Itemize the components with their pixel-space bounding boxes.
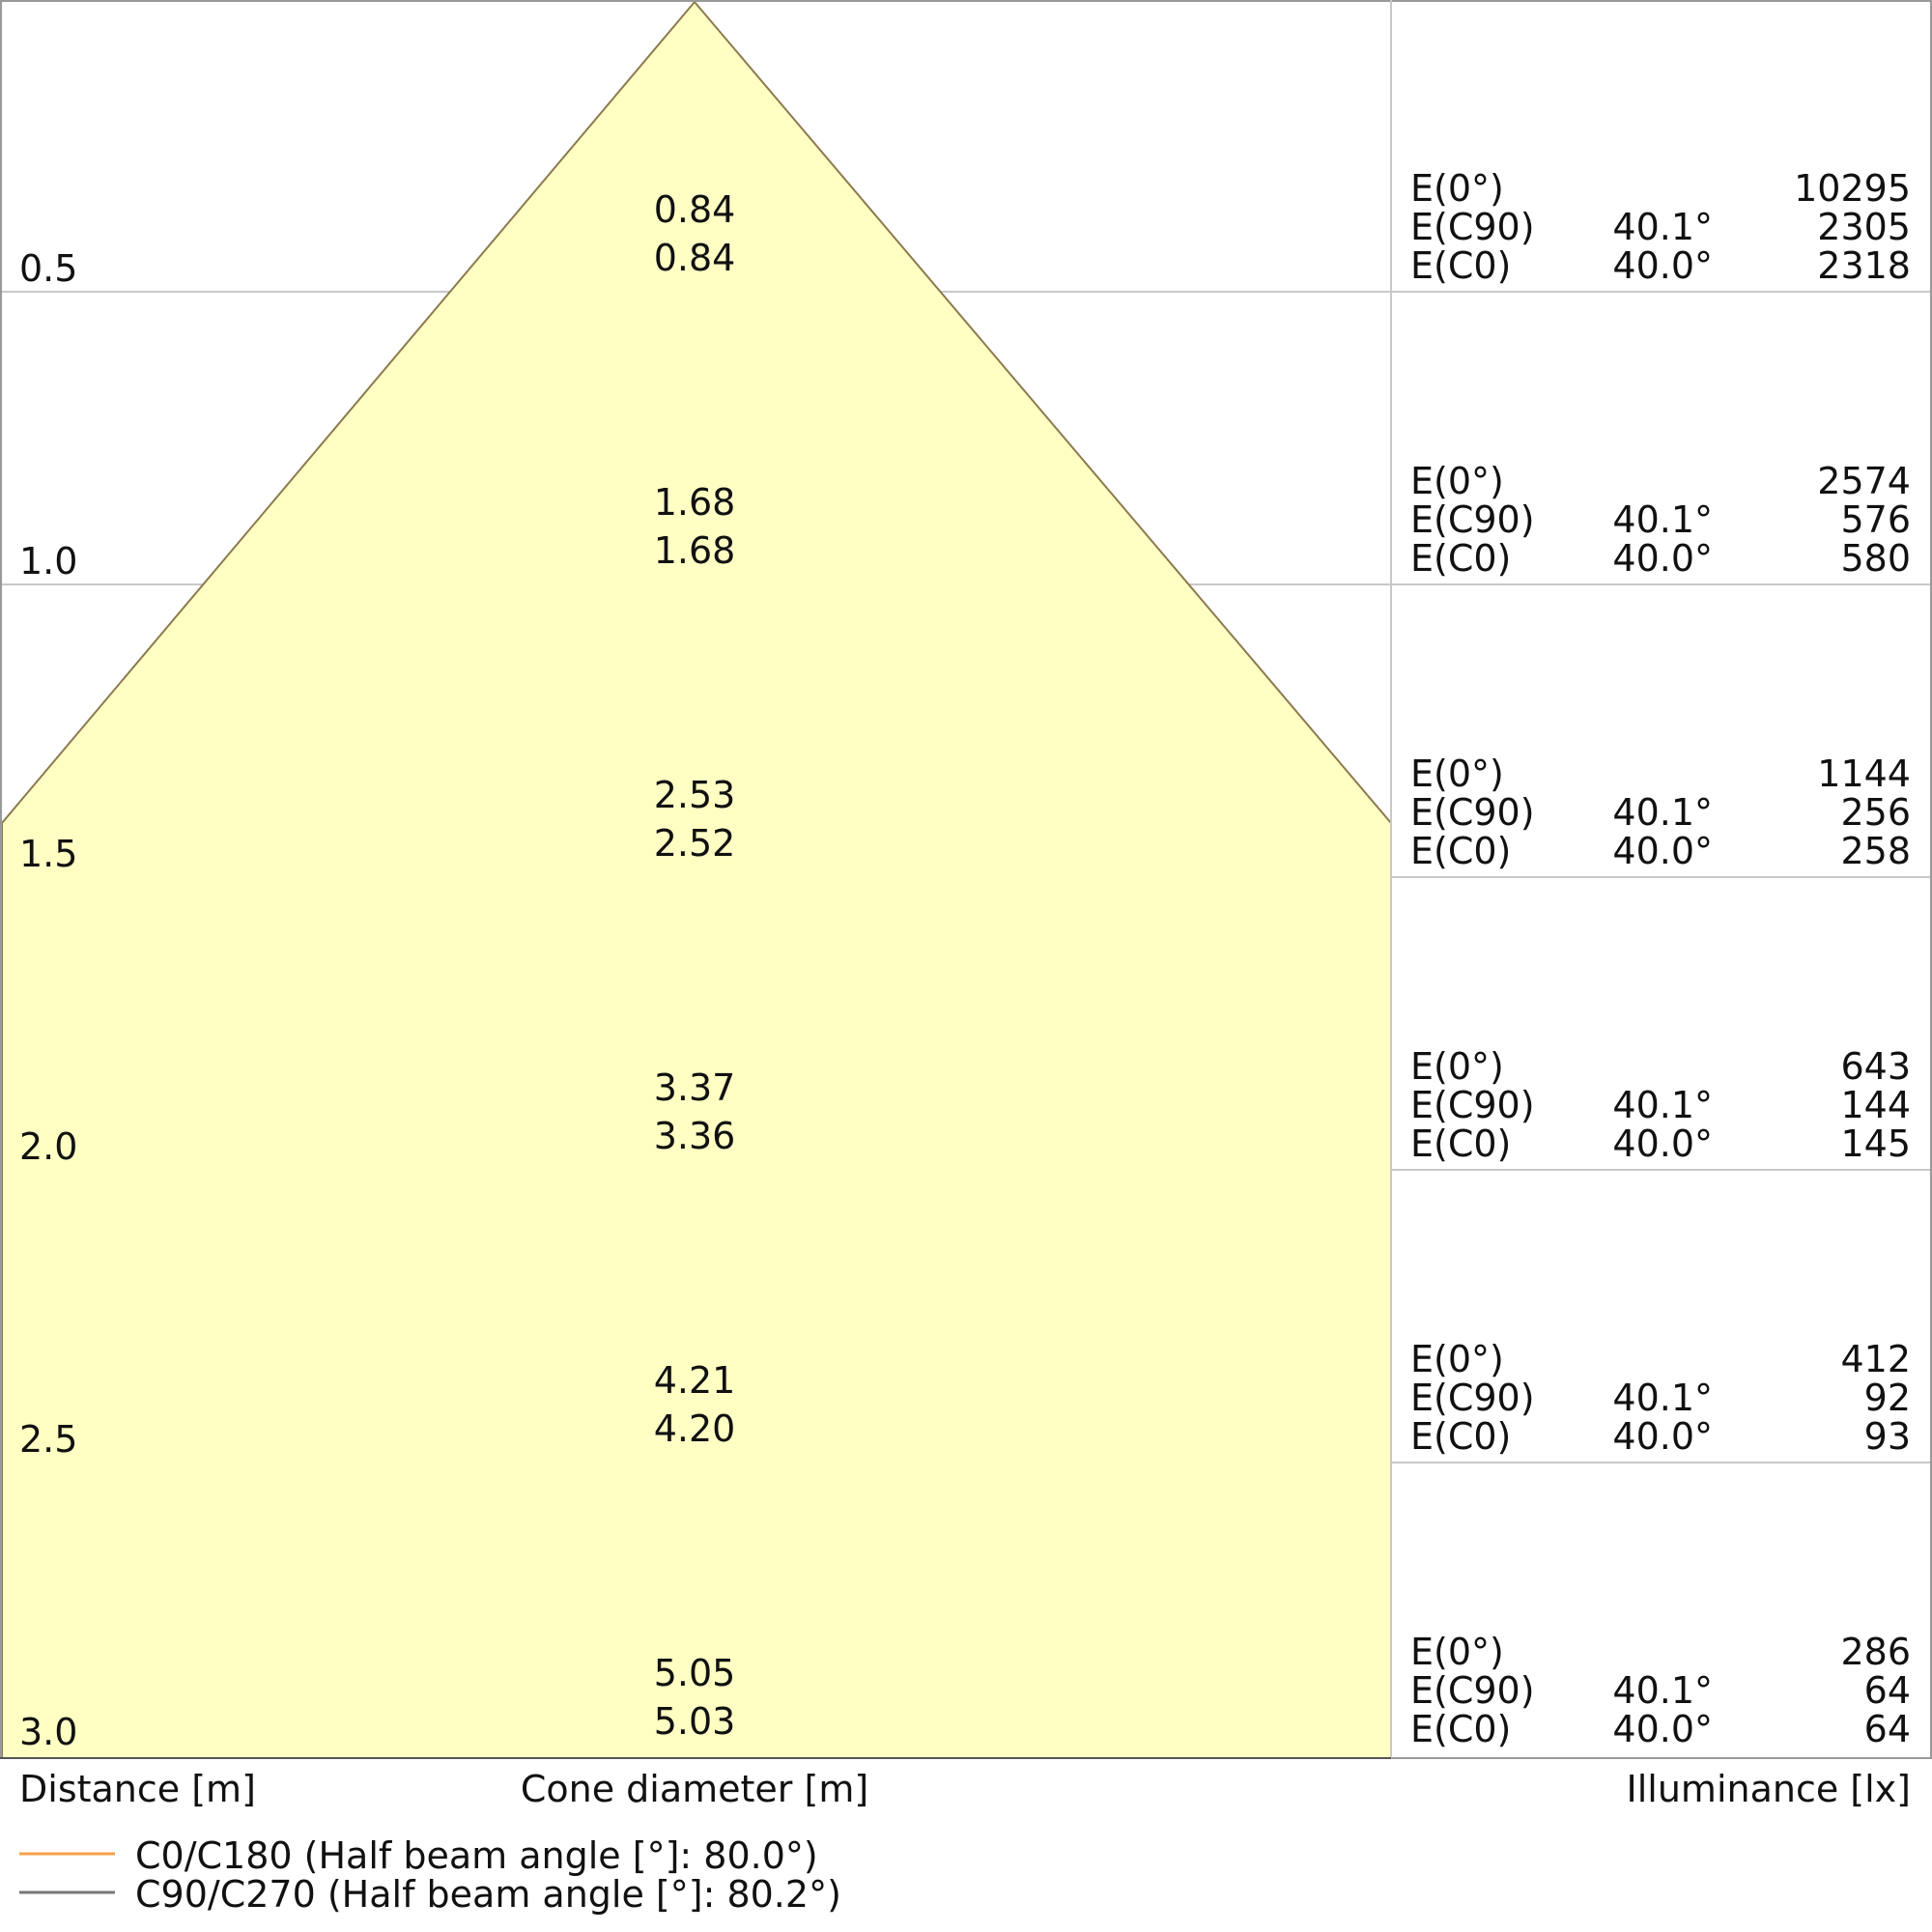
ec0-label: E(C0)	[1410, 830, 1511, 872]
distance-row: 1.0 1.68 1.68 E(0°) 2574 E(C90) 40.1° 576 E(C0) 4…	[19, 460, 1911, 582]
ec0-value: 2318	[1817, 244, 1911, 287]
ec90-value: 64	[1864, 1669, 1911, 1712]
cone-diameter-c90-label: 5.03	[654, 1700, 736, 1743]
distance-tick-label: 3.0	[19, 1711, 77, 1753]
e0-value: 2574	[1817, 460, 1911, 502]
ec90-label: E(C90)	[1410, 1377, 1535, 1419]
ec0-angle: 40.0°	[1612, 830, 1713, 872]
ec90-label: E(C90)	[1410, 498, 1535, 541]
ec0-label: E(C0)	[1410, 1415, 1511, 1458]
cone-diameter-c0-label: 4.21	[654, 1359, 736, 1402]
distance-tick-label: 0.5	[19, 247, 77, 290]
ec90-angle: 40.1°	[1612, 498, 1713, 541]
ec90-value: 576	[1840, 498, 1911, 541]
ec0-value: 145	[1840, 1122, 1911, 1165]
e0-value: 10295	[1794, 167, 1911, 210]
ec0-value: 580	[1840, 537, 1911, 580]
distance-tick-label: 1.0	[19, 540, 77, 582]
e0-value: 412	[1840, 1338, 1911, 1380]
illuminance-label: Illuminance [lx]	[1627, 1768, 1911, 1810]
cone-diameter-c0-label: 2.53	[654, 774, 736, 816]
e0-label: E(0°)	[1410, 167, 1504, 210]
e0-label: E(0°)	[1410, 1045, 1504, 1088]
ec90-angle: 40.1°	[1612, 1377, 1713, 1419]
e0-label: E(0°)	[1410, 1631, 1504, 1673]
e0-label: E(0°)	[1410, 753, 1504, 795]
cone-diameter-c0-label: 5.05	[654, 1652, 736, 1694]
distance-row: 3.0 5.05 5.03 E(0°) 286 E(C90) 40.1° 64 E(C0) 40.…	[19, 1631, 1911, 1753]
rows: 0.5 0.84 0.84 E(0°) 10295 E(C90) 40.1° 2305 E(C0…	[19, 167, 1911, 1753]
ec0-angle: 40.0°	[1612, 1415, 1713, 1458]
ec90-label: E(C90)	[1410, 1084, 1535, 1126]
ec0-angle: 40.0°	[1612, 1122, 1713, 1165]
cone-diameter-c90-label: 1.68	[654, 529, 736, 572]
e0-label: E(0°)	[1410, 1338, 1504, 1380]
ec0-label: E(C0)	[1410, 537, 1511, 580]
cone-diameter-c90-label: 0.84	[654, 237, 736, 279]
legend-label-c0-c180: C0/C180 (Half beam angle [°]: 80.0°)	[135, 1834, 818, 1877]
ec90-angle: 40.1°	[1612, 791, 1713, 834]
distance-row: 0.5 0.84 0.84 E(0°) 10295 E(C90) 40.1° 2305 E(C0…	[19, 167, 1911, 290]
y-axis-label: Distance [m]	[19, 1768, 256, 1810]
distance-tick-label: 1.5	[19, 833, 77, 875]
ec0-value: 258	[1840, 830, 1911, 872]
ec0-label: E(C0)	[1410, 1708, 1511, 1750]
ec90-value: 92	[1864, 1377, 1911, 1419]
legend-label-c90-c270: C90/C270 (Half beam angle [°]: 80.2°)	[135, 1873, 841, 1916]
ec0-label: E(C0)	[1410, 1122, 1511, 1165]
ec0-label: E(C0)	[1410, 244, 1511, 287]
ec90-label: E(C90)	[1410, 1669, 1535, 1712]
cone-diameter-c90-label: 3.36	[654, 1115, 736, 1157]
ec90-label: E(C90)	[1410, 206, 1535, 248]
ec0-angle: 40.0°	[1612, 244, 1713, 287]
distance-row: 2.0 3.37 3.36 E(0°) 643 E(C90) 40.1° 144 E(C0) 40…	[19, 1045, 1911, 1168]
cone-diameter-c0-label: 1.68	[654, 481, 736, 524]
e0-value: 286	[1840, 1631, 1911, 1673]
cone-diameter-c0-label: 0.84	[654, 188, 736, 231]
e0-value: 1144	[1817, 753, 1911, 795]
ec90-angle: 40.1°	[1612, 1669, 1713, 1712]
ec90-value: 2305	[1817, 206, 1911, 248]
x-axis-label: Cone diameter [m]	[521, 1768, 868, 1810]
ec90-value: 144	[1840, 1084, 1911, 1126]
cone-diameter-c0-label: 3.37	[654, 1066, 736, 1109]
e0-label: E(0°)	[1410, 460, 1504, 502]
distance-tick-label: 2.5	[19, 1418, 77, 1461]
e0-value: 643	[1840, 1045, 1911, 1088]
ec90-angle: 40.1°	[1612, 1084, 1713, 1126]
cone-diameter-c90-label: 2.52	[654, 822, 736, 865]
ec0-value: 64	[1864, 1708, 1911, 1750]
ec90-label: E(C90)	[1410, 791, 1535, 834]
ec0-value: 93	[1864, 1415, 1911, 1458]
distance-row: 2.5 4.21 4.20 E(0°) 412 E(C90) 40.1° 92 E(C0) 40.…	[19, 1338, 1911, 1461]
ec0-angle: 40.0°	[1612, 537, 1713, 580]
ec90-angle: 40.1°	[1612, 206, 1713, 248]
distance-row: 1.5 2.53 2.52 E(0°) 1144 E(C90) 40.1° 256 E(C0) 4…	[19, 753, 1911, 875]
ec0-angle: 40.0°	[1612, 1708, 1713, 1750]
cone-diameter-c90-label: 4.20	[654, 1407, 736, 1450]
distance-tick-label: 2.0	[19, 1125, 77, 1168]
ec90-value: 256	[1840, 791, 1911, 834]
